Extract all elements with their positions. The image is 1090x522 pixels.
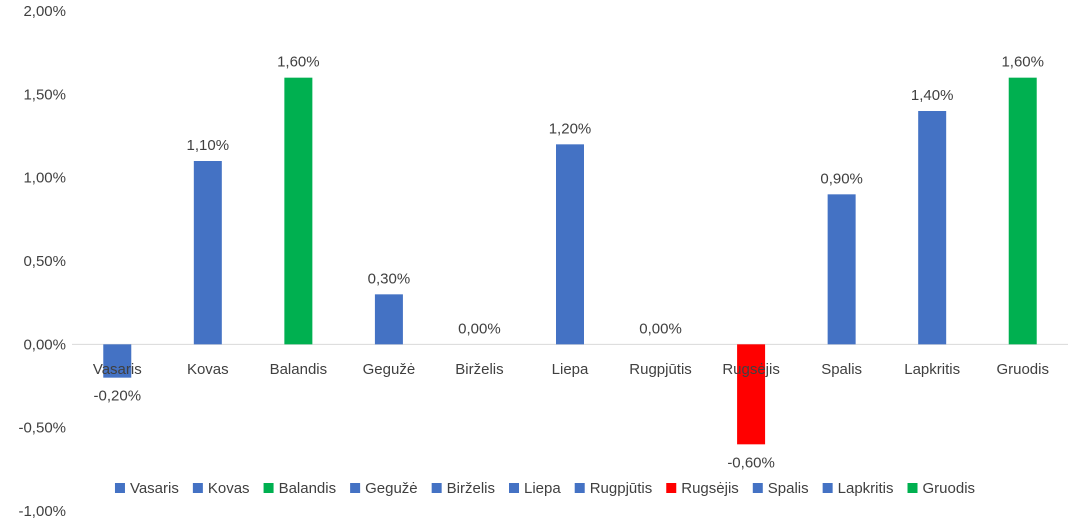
data-label: 1,60% (277, 54, 320, 71)
legend-swatch (907, 483, 918, 493)
data-label: -0,20% (94, 388, 142, 405)
category-label: Gegužė (363, 361, 416, 378)
data-label: 0,00% (458, 320, 501, 337)
category-label: Lapkritis (904, 361, 960, 378)
legend-label: Lapkritis (838, 480, 894, 497)
data-label: 0,00% (639, 320, 682, 337)
legend-item: Lapkritis (822, 480, 894, 497)
y-tick-label: 1,50% (23, 86, 66, 103)
bar (827, 194, 856, 345)
legend-label: Balandis (279, 480, 337, 497)
data-label: 1,20% (549, 120, 592, 137)
legend: Vasaris Kovas Balandis Gegužė Birželis Liepa R… (114, 480, 976, 497)
data-label: 0,30% (368, 270, 411, 287)
legend-item: Spalis (752, 480, 809, 497)
legend-label: Gruodis (923, 480, 976, 497)
bar (918, 111, 947, 345)
y-tick-label: 1,00% (23, 170, 66, 187)
legend-label: Gegužė (365, 480, 418, 497)
category-label: Gruodis (996, 361, 1049, 378)
legend-item: Gegužė (350, 480, 418, 497)
legend-item: Balandis (263, 480, 337, 497)
category-label: Rugsėjis (722, 361, 780, 378)
data-label: -0,60% (727, 454, 775, 471)
data-label: 1,40% (911, 87, 954, 104)
legend-label: Kovas (208, 480, 250, 497)
legend-item: Gruodis (907, 480, 976, 497)
bar (103, 344, 132, 378)
legend-item: Birželis (431, 480, 495, 497)
y-tick-label: -0,50% (18, 420, 66, 437)
data-label: 1,60% (1001, 54, 1044, 71)
bar (1008, 77, 1037, 345)
legend-swatch (350, 483, 361, 493)
legend-label: Birželis (447, 480, 495, 497)
category-labels: Vasaris Kovas Balandis Gegužė Birželis Liepa R… (93, 361, 1049, 378)
category-label: Liepa (552, 361, 589, 378)
data-label: 0,90% (820, 170, 863, 187)
legend-label: Vasaris (130, 480, 179, 497)
bar (737, 344, 766, 445)
legend-item: Rugpjūtis (574, 480, 653, 497)
legend-item: Kovas (192, 480, 250, 497)
category-label: Birželis (455, 361, 503, 378)
y-tick-label: -1,00% (18, 503, 66, 520)
bar (284, 77, 313, 345)
legend-item: Rugsėjis (666, 480, 739, 497)
bar (193, 161, 222, 345)
legend-swatch (574, 483, 585, 493)
legend-label: Rugpjūtis (590, 480, 653, 497)
y-axis: 2,00% 1,50% 1,00% 0,50% 0,00% -0,50% -1,00% (18, 3, 66, 520)
bars-group (103, 77, 1037, 445)
legend-swatch (263, 483, 274, 493)
category-label: Vasaris (93, 361, 142, 378)
legend-swatch (666, 483, 677, 493)
y-tick-label: 0,50% (23, 253, 66, 270)
data-label: 1,10% (187, 137, 230, 154)
legend-label: Rugsėjis (681, 480, 739, 497)
y-tick-label: 2,00% (23, 3, 66, 20)
bar (374, 294, 403, 345)
legend-swatch (192, 483, 203, 493)
legend-label: Liepa (524, 480, 561, 497)
category-label: Balandis (270, 361, 328, 378)
legend-swatch (431, 483, 442, 493)
legend-item: Liepa (509, 480, 561, 497)
category-label: Kovas (187, 361, 229, 378)
data-labels: -0,20% 1,10% 1,60% 0,30% 0,00% 1,20% 0,00% -0,6… (94, 54, 1044, 472)
legend-swatch (822, 483, 833, 493)
legend-swatch (509, 483, 520, 493)
legend-swatch (752, 483, 763, 493)
legend-item: Vasaris (114, 480, 179, 497)
legend-label: Spalis (768, 480, 809, 497)
category-label: Rugpjūtis (629, 361, 692, 378)
bar (556, 144, 584, 345)
y-tick-label: 0,00% (23, 336, 66, 353)
legend-swatch (114, 483, 125, 493)
category-label: Spalis (821, 361, 862, 378)
